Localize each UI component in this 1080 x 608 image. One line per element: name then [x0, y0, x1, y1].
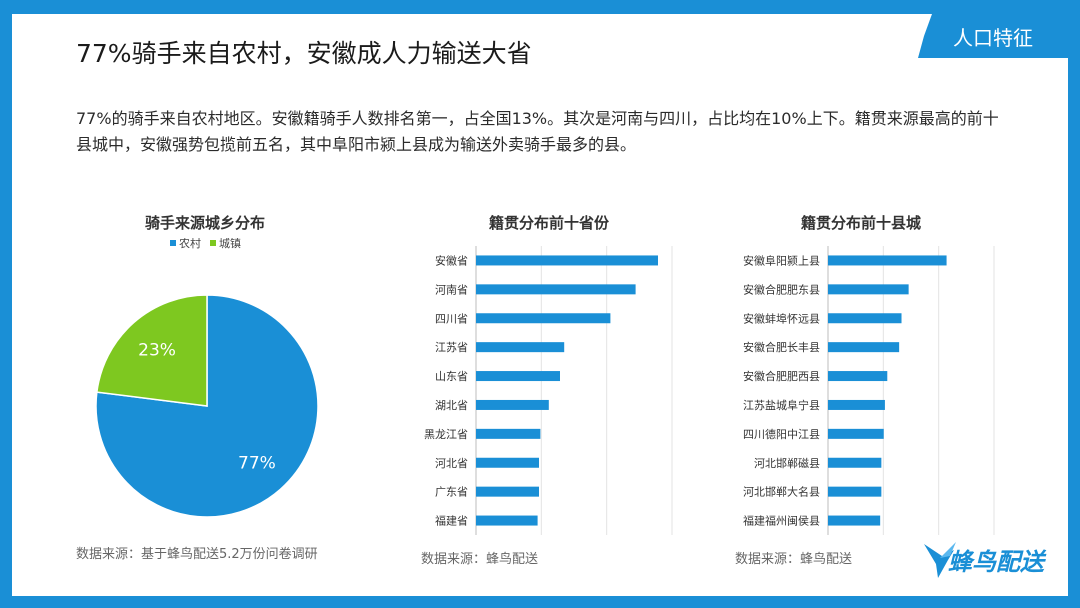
fengniao-logo: 蜂鸟配送 — [920, 534, 1060, 586]
province-category-label: 四川省 — [435, 312, 468, 325]
hummingbird-icon — [924, 542, 956, 578]
county-category-label: 河北邯郸磁县 — [754, 456, 820, 470]
province-bar — [476, 255, 658, 266]
pie-chart-title: 骑手来源城乡分布 — [144, 214, 266, 232]
province-category-label: 河南省 — [435, 283, 468, 296]
page-title: 77%骑手来自农村，安徽成人力输送大省 — [76, 39, 532, 68]
pie-legend-label: 农村 — [179, 238, 201, 250]
county-category-label: 福建福州闽侯县 — [743, 514, 820, 528]
pie-data-label: 77% — [238, 454, 276, 474]
county-category-label: 安徽合肥肥西县 — [743, 369, 820, 383]
county-bar — [828, 515, 881, 526]
county-category-label: 江苏盐城阜宁县 — [743, 398, 820, 412]
province-bar — [476, 457, 539, 468]
county-category-label: 河北邯郸大名县 — [743, 485, 820, 499]
pie-legend-label: 城镇 — [219, 238, 241, 250]
county-source: 数据来源：蜂鸟配送 — [735, 552, 853, 567]
pie-data-label: 23% — [138, 340, 176, 360]
section-tag: 人口特征 — [918, 14, 1068, 58]
county-category-label: 安徽合肥肥东县 — [743, 282, 820, 296]
province-category-label: 河北省 — [435, 457, 468, 470]
slide: 人口特征 77%骑手来自农村，安徽成人力输送大省 77%的骑手来自农村地区。安徽… — [12, 14, 1068, 596]
county-bar — [828, 284, 909, 295]
county-category-label: 安徽阜阳颍上县 — [743, 253, 820, 267]
province-bar — [476, 342, 565, 353]
pie-legend-swatch — [170, 240, 176, 246]
county-bar — [828, 371, 888, 382]
province-chart-title: 籍贯分布前十省份 — [488, 214, 610, 232]
province-bar — [476, 486, 539, 497]
province-category-label: 福建省 — [435, 514, 468, 528]
province-source: 数据来源：蜂鸟配送 — [421, 552, 539, 567]
province-bar — [476, 284, 636, 295]
pie-legend-swatch — [210, 240, 216, 246]
province-bar — [476, 313, 611, 324]
province-category-label: 江苏省 — [435, 341, 468, 354]
province-bar — [476, 399, 549, 410]
county-category-label: 四川德阳中江县 — [743, 427, 820, 441]
province-category-label: 山东省 — [435, 370, 468, 383]
county-bar — [828, 399, 885, 410]
county-bar — [828, 457, 882, 468]
province-category-label: 黑龙江省 — [424, 428, 468, 441]
province-category-label: 广东省 — [435, 486, 468, 499]
county-bar — [828, 486, 882, 497]
province-bar — [476, 371, 560, 382]
county-bar — [828, 313, 902, 324]
logo-text: 蜂鸟配送 — [948, 548, 1044, 576]
pie-source: 数据来源：基于蜂鸟配送5.2万份问卷调研 — [76, 547, 318, 562]
province-bar — [476, 515, 538, 526]
province-category-label: 安徽省 — [435, 253, 468, 267]
province-bar — [476, 428, 541, 439]
province-category-label: 湖北省 — [435, 399, 468, 412]
county-bar — [828, 428, 884, 439]
county-category-label: 安徽蚌埠怀远县 — [743, 311, 820, 325]
pie-chart: 农村 城镇 77% 23% — [95, 238, 319, 518]
county-bar — [828, 255, 947, 266]
pie-slice — [96, 294, 208, 407]
description-text: 77%的骑手来自农村地区。安徽籍骑手人数排名第一，占全国13%。其次是河南与四川… — [76, 109, 999, 154]
county-bar — [828, 342, 900, 353]
county-bar-chart: 安徽阜阳颍上县安徽合肥肥东县安徽蚌埠怀远县安徽合肥长丰县安徽合肥肥西县江苏盐城阜… — [743, 246, 995, 535]
county-chart-title: 籍贯分布前十县城 — [800, 214, 922, 232]
county-category-label: 安徽合肥长丰县 — [743, 340, 820, 354]
